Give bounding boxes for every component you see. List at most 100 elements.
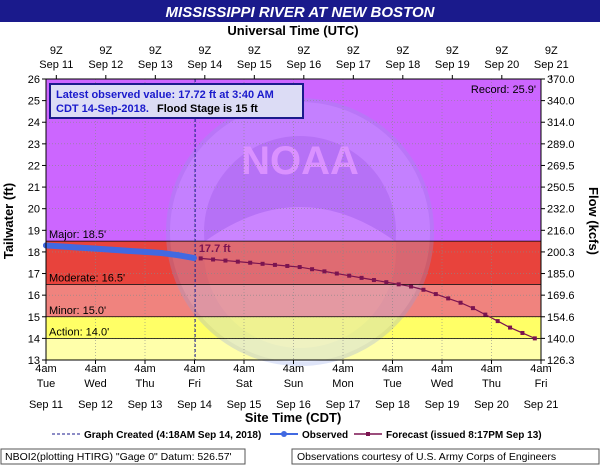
forecast-point xyxy=(508,325,513,330)
forecast-point xyxy=(359,275,364,280)
top-tick-date: Sep 17 xyxy=(336,59,371,71)
x-tick-date: Sep 17 xyxy=(326,399,361,411)
forecast-point xyxy=(446,296,451,301)
top-tick-date: Sep 13 xyxy=(138,59,173,71)
observed-point xyxy=(59,243,66,250)
x-tick-day: Wed xyxy=(84,378,106,390)
top-tick-time: 9Z xyxy=(99,45,112,57)
forecast-point xyxy=(396,282,401,287)
flow-tick-label: 370.0 xyxy=(547,74,575,86)
right-axis-title: Flow (kcfs) xyxy=(586,187,600,255)
x-tick-date: Sep 21 xyxy=(524,399,559,411)
y-tick-label: 22 xyxy=(28,160,40,172)
x-tick-time: 4am xyxy=(382,363,403,375)
flood-category-label: Major: 18.5' xyxy=(49,229,106,241)
x-tick-time: 4am xyxy=(530,363,551,375)
x-tick-date: Sep 11 xyxy=(29,399,63,411)
x-tick-day: Tue xyxy=(37,378,56,390)
x-tick-date: Sep 15 xyxy=(227,399,262,411)
flow-tick-label: 200.3 xyxy=(547,247,575,259)
top-tick-time: 9Z xyxy=(446,45,459,57)
forecast-point xyxy=(520,330,525,335)
top-tick-date: Sep 16 xyxy=(286,59,321,71)
x-tick-time: 4am xyxy=(431,363,452,375)
top-tick-time: 9Z xyxy=(347,45,360,57)
x-tick-day: Thu xyxy=(482,378,501,390)
top-tick-date: Sep 19 xyxy=(435,59,470,71)
flow-tick-label: 185.0 xyxy=(547,269,575,281)
top-tick-date: Sep 21 xyxy=(534,59,569,71)
y-tick-label: 24 xyxy=(28,117,40,129)
flood-category-label: Moderate: 16.5' xyxy=(49,272,125,284)
flood-category-labels: Major: 18.5' Moderate: 16.5' Minor: 15.0' A… xyxy=(49,229,125,338)
y-tick-label: 14 xyxy=(28,333,40,345)
noaa-watermark: NOAA xyxy=(166,98,434,366)
observed-point xyxy=(142,248,148,255)
observed-point xyxy=(92,245,99,252)
x-tick-time: 4am xyxy=(481,363,502,375)
legend-forecast: Forecast (issued 8:17PM Sep 13) xyxy=(386,430,542,441)
forecast-point xyxy=(272,262,277,267)
forecast-point xyxy=(409,284,414,289)
flow-tick-label: 216.0 xyxy=(547,225,575,237)
forecast-point xyxy=(384,280,389,285)
y-tick-label: 25 xyxy=(28,96,40,108)
flow-tick-label: 154.6 xyxy=(547,312,575,324)
forecast-point xyxy=(322,269,327,274)
x-tick-date: Sep 14 xyxy=(177,399,212,411)
x-tick-day: Sun xyxy=(284,378,304,390)
x-tick-date: Sep 18 xyxy=(375,399,410,411)
flood-stage-note: Flood Stage is 15 ft xyxy=(157,103,258,115)
x-tick-time: 4am xyxy=(184,363,205,375)
y-tick-label: 16 xyxy=(28,290,40,302)
footer-datum: NBOI2(plotting HTIRG) "Gage 0" Datum: 52… xyxy=(5,451,232,463)
legend: Graph Created (4:18AM Sep 14, 2018) Obse… xyxy=(52,430,542,441)
top-tick-time: 9Z xyxy=(396,45,409,57)
forecast-point xyxy=(532,336,537,341)
observed-point xyxy=(109,246,115,253)
observed-point xyxy=(190,254,197,261)
forecast-point xyxy=(223,258,228,263)
y-tick-label: 20 xyxy=(28,204,40,216)
flow-tick-label: 289.0 xyxy=(547,139,575,151)
forecast-point xyxy=(297,265,302,270)
svg-text:CDT 14-Sep-2018. Flood S: CDT 14-Sep-2018. Flood Stage is 15 ft xyxy=(56,103,258,115)
bottom-axis-title: Site Time (CDT) xyxy=(245,410,342,425)
forecast-point xyxy=(347,273,352,278)
top-tick-time: 9Z xyxy=(495,45,508,57)
top-tick-time: 9Z xyxy=(198,45,211,57)
y-tick-label: 13 xyxy=(28,355,40,367)
flow-tick-label: 169.6 xyxy=(547,290,575,302)
x-tick-time: 4am xyxy=(134,363,155,375)
x-tick-day: Fri xyxy=(535,378,548,390)
flow-tick-label: 269.5 xyxy=(547,160,575,172)
top-tick-date: Sep 12 xyxy=(88,59,123,71)
watermark-gull xyxy=(204,207,396,348)
axes: 13 14 15 16 17 18 19 20 21 22 23 24 25 26 126.3 140.0 15… xyxy=(28,45,575,411)
y-tick-label: 19 xyxy=(28,225,40,237)
forecast-point xyxy=(235,259,240,264)
flow-tick-label: 140.0 xyxy=(547,333,575,345)
top-tick-date: Sep 20 xyxy=(484,59,519,71)
forecast-point xyxy=(458,300,463,305)
observed-point xyxy=(125,247,132,254)
forecast-line xyxy=(200,257,536,339)
x-tick-day: Tue xyxy=(383,378,402,390)
flow-tick-label: 250.5 xyxy=(547,182,575,194)
record-label: Record: 25.9' xyxy=(471,84,536,96)
top-tick-time: 9Z xyxy=(248,45,261,57)
forecast-point xyxy=(470,306,475,311)
observed-value-label: 17.7 ft xyxy=(199,243,231,255)
y-tick-label: 15 xyxy=(28,312,40,324)
x-tick-time: 4am xyxy=(283,363,304,375)
y-tick-label: 26 xyxy=(28,74,40,86)
forecast-point xyxy=(334,271,339,276)
x-tick-date: Sep 13 xyxy=(128,399,163,411)
top-tick-time: 9Z xyxy=(297,45,310,57)
forecast-point xyxy=(248,260,253,265)
y-tick-label: 23 xyxy=(28,139,40,151)
flood-category-label: Minor: 15.0' xyxy=(49,305,106,317)
top-tick-time: 9Z xyxy=(545,45,558,57)
latest-observation-line1: Latest observed value: 17.72 ft at 3:40 … xyxy=(56,89,274,101)
